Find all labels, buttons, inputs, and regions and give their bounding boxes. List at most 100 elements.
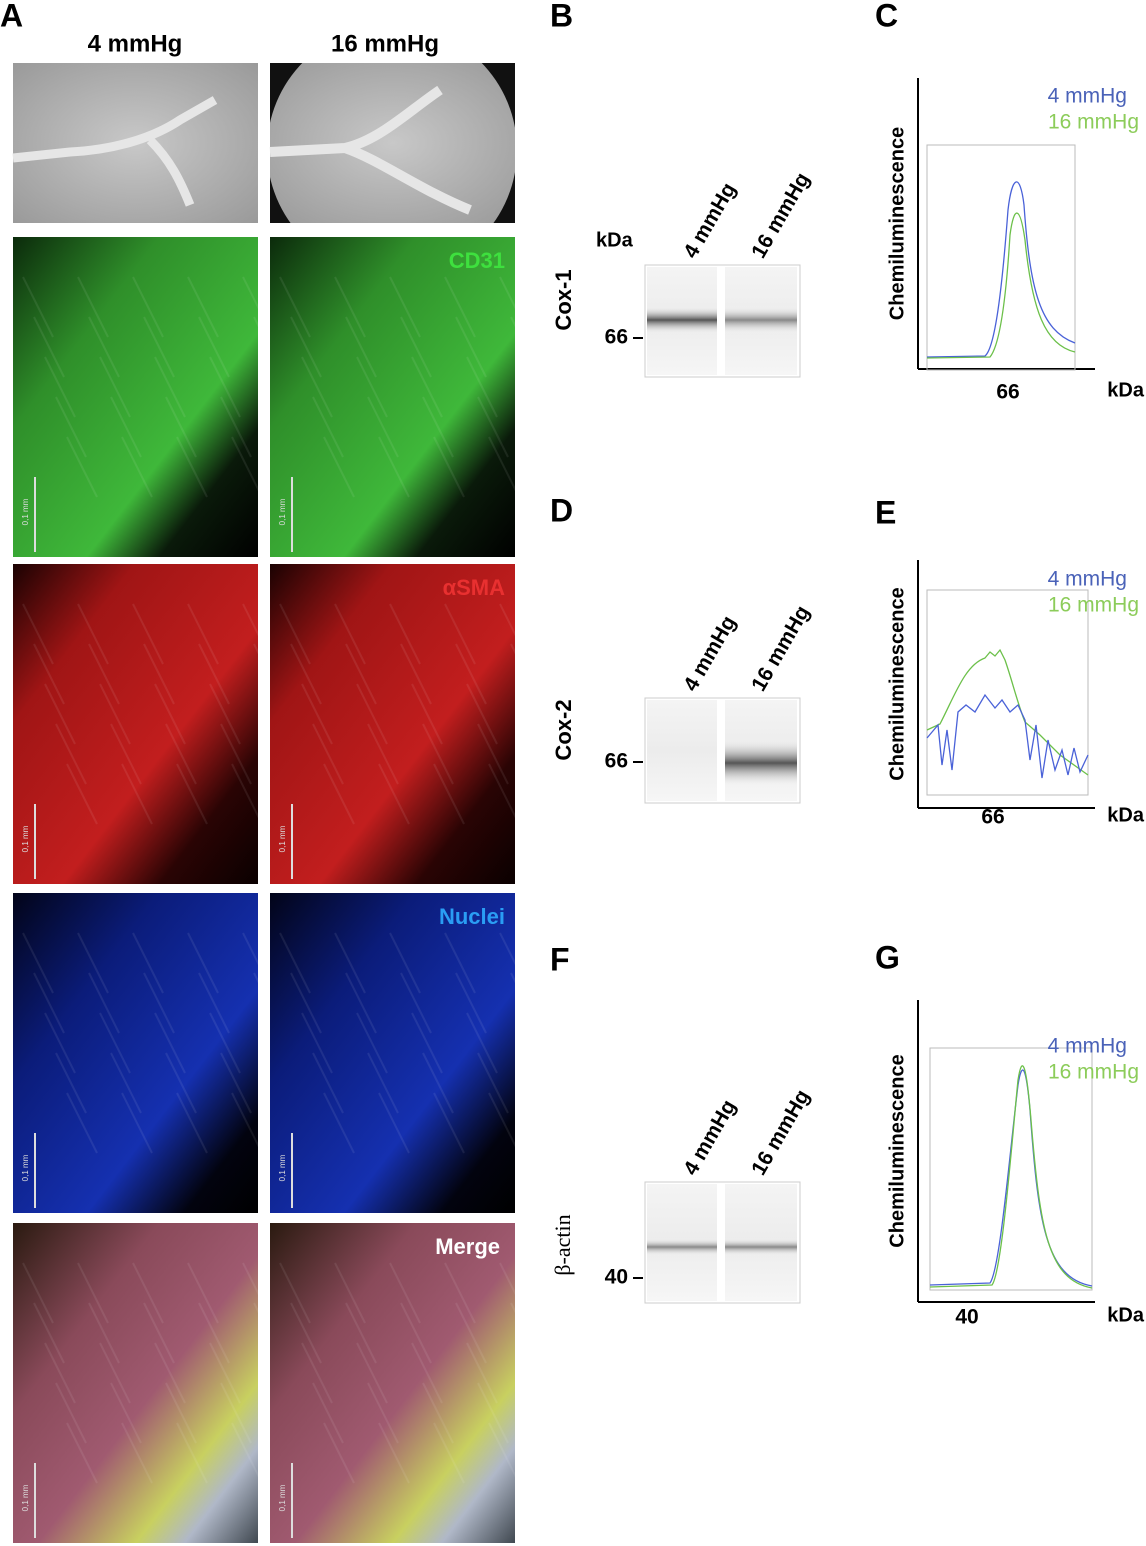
texture bbox=[389, 603, 421, 665]
legend-entry: 4 mmHg bbox=[1048, 85, 1127, 108]
plot-frame bbox=[929, 1047, 1093, 1291]
texture bbox=[356, 683, 388, 745]
texture bbox=[176, 763, 208, 825]
texture bbox=[301, 683, 333, 745]
legend-entry: 16 mmHg bbox=[1048, 111, 1139, 134]
texture bbox=[488, 1092, 520, 1154]
texture bbox=[99, 356, 131, 418]
texture bbox=[466, 683, 498, 745]
texture bbox=[444, 1262, 476, 1324]
scale-bar-label: 0,1 mm bbox=[278, 1484, 287, 1511]
texture bbox=[356, 1342, 388, 1404]
lane bbox=[647, 700, 717, 801]
vessel bbox=[269, 85, 472, 215]
x-tick-label: 40 bbox=[955, 1306, 978, 1329]
texture bbox=[66, 1422, 98, 1484]
texture bbox=[422, 396, 454, 458]
texture bbox=[356, 356, 388, 418]
texture bbox=[301, 356, 333, 418]
texture bbox=[334, 276, 366, 338]
scale-bar-label: 0,1 mm bbox=[278, 498, 287, 525]
vessel bbox=[12, 96, 218, 207]
scale-bar-label: 0,1 mm bbox=[278, 825, 287, 852]
texture bbox=[176, 1092, 208, 1154]
trace bbox=[929, 1069, 1093, 1287]
texture bbox=[99, 1342, 131, 1404]
micrograph bbox=[270, 1223, 515, 1543]
micrograph bbox=[270, 893, 515, 1213]
texture bbox=[301, 1342, 333, 1404]
texture bbox=[433, 436, 465, 498]
texture bbox=[378, 1422, 410, 1484]
texture bbox=[154, 1342, 186, 1404]
texture bbox=[176, 436, 208, 498]
texture bbox=[33, 1302, 65, 1364]
texture bbox=[312, 396, 344, 458]
texture bbox=[154, 683, 186, 745]
panel-label: E bbox=[875, 494, 896, 530]
texture bbox=[334, 932, 366, 994]
texture bbox=[143, 316, 175, 378]
column-header: 16 mmHg bbox=[331, 30, 439, 57]
texture bbox=[22, 932, 54, 994]
texture bbox=[110, 1382, 142, 1444]
band bbox=[725, 739, 797, 787]
texture bbox=[422, 1382, 454, 1444]
texture bbox=[220, 396, 252, 458]
lane-label: 4 mmHg bbox=[679, 179, 740, 262]
channel-label: CD31 bbox=[449, 248, 505, 273]
x-unit-label: kDa bbox=[1107, 1304, 1145, 1326]
texture bbox=[389, 1262, 421, 1324]
panel-label: D bbox=[550, 492, 573, 528]
texture bbox=[220, 1382, 252, 1444]
legend-entry: 4 mmHg bbox=[1048, 568, 1127, 591]
texture bbox=[44, 1012, 76, 1074]
legend-entry: 16 mmHg bbox=[1048, 594, 1139, 617]
lane-label: 16 mmHg bbox=[747, 169, 814, 262]
texture bbox=[279, 1262, 311, 1324]
texture bbox=[323, 763, 355, 825]
texture bbox=[334, 1262, 366, 1324]
band bbox=[725, 306, 797, 334]
texture bbox=[345, 1302, 377, 1364]
texture bbox=[66, 436, 98, 498]
protein-label: β-actin bbox=[550, 1214, 575, 1275]
texture bbox=[88, 1302, 120, 1364]
texture bbox=[121, 1092, 153, 1154]
texture bbox=[132, 932, 164, 994]
texture bbox=[99, 683, 131, 745]
texture bbox=[110, 723, 142, 785]
texture bbox=[154, 356, 186, 418]
texture bbox=[345, 643, 377, 705]
texture bbox=[209, 1342, 241, 1404]
texture bbox=[132, 1262, 164, 1324]
micrograph bbox=[13, 893, 258, 1213]
texture bbox=[242, 932, 274, 994]
texture bbox=[209, 683, 241, 745]
lane-label: 16 mmHg bbox=[747, 1086, 814, 1179]
texture bbox=[77, 1262, 109, 1324]
x-tick-label: 66 bbox=[996, 381, 1019, 404]
texture bbox=[290, 316, 322, 378]
protein-label: Cox-1 bbox=[551, 269, 576, 330]
marker-label: 66 bbox=[605, 326, 628, 349]
texture bbox=[154, 1012, 186, 1074]
texture bbox=[411, 1342, 443, 1404]
texture bbox=[121, 436, 153, 498]
texture bbox=[44, 356, 76, 418]
scale-bar-label: 0,1 mm bbox=[21, 1484, 30, 1511]
band bbox=[647, 306, 717, 334]
trace bbox=[929, 1065, 1093, 1289]
lane-label: 16 mmHg bbox=[747, 602, 814, 695]
texture bbox=[121, 1422, 153, 1484]
texture bbox=[455, 643, 487, 705]
texture bbox=[323, 1092, 355, 1154]
texture bbox=[433, 763, 465, 825]
micrograph bbox=[13, 237, 258, 557]
texture bbox=[400, 643, 432, 705]
texture bbox=[312, 723, 344, 785]
texture bbox=[187, 1262, 219, 1324]
y-axis-label: Chemiluminescence bbox=[886, 127, 908, 320]
texture bbox=[55, 396, 87, 458]
texture bbox=[55, 723, 87, 785]
